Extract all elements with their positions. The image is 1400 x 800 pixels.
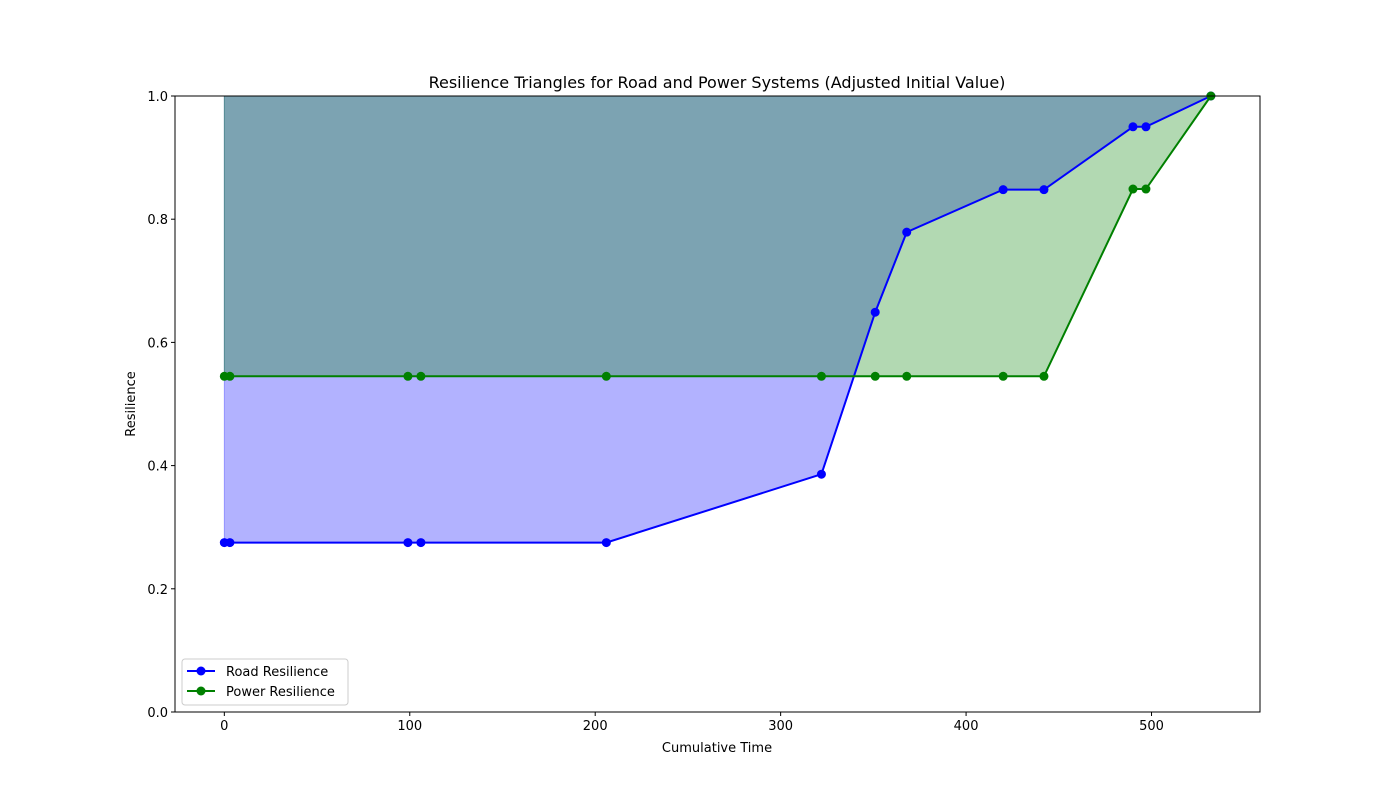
legend: Road Resilience Power Resilience bbox=[181, 658, 349, 706]
data-point-0-9 bbox=[1039, 185, 1049, 195]
data-point-1-1 bbox=[225, 371, 235, 381]
plot-frame bbox=[174, 95, 1261, 713]
data-point-0-5 bbox=[816, 469, 826, 479]
y-tick-label: 0.0 bbox=[147, 706, 168, 721]
data-point-1-8 bbox=[998, 371, 1008, 381]
data-point-1-3 bbox=[416, 371, 426, 381]
y-tick-label: 0.8 bbox=[147, 213, 168, 228]
y-axis-title: Resilience bbox=[124, 371, 139, 436]
legend-power-label: Power Resilience bbox=[226, 685, 335, 700]
chart-title: Resilience Triangles for Road and Power … bbox=[429, 73, 1006, 92]
data-point-1-9 bbox=[1039, 371, 1049, 381]
data-point-0-8 bbox=[998, 185, 1008, 195]
data-point-0-1 bbox=[225, 538, 235, 548]
data-point-1-4 bbox=[601, 371, 611, 381]
data-point-1-10 bbox=[1128, 184, 1138, 194]
data-point-1-11 bbox=[1141, 184, 1151, 194]
x-axis-title: Cumulative Time bbox=[662, 741, 772, 756]
y-tick-label: 0.2 bbox=[147, 583, 168, 598]
data-point-0-11 bbox=[1141, 122, 1151, 132]
data-point-0-7 bbox=[902, 227, 912, 237]
data-point-0-10 bbox=[1128, 122, 1138, 132]
data-point-1-6 bbox=[870, 371, 880, 381]
legend-road-marker bbox=[196, 666, 206, 676]
legend-road-label: Road Resilience bbox=[226, 665, 328, 680]
y-axis: 0.0 0.2 0.4 0.6 0.8 1.0 bbox=[147, 90, 175, 721]
data-point-0-6 bbox=[870, 307, 880, 317]
series-markers bbox=[219, 91, 1216, 548]
y-tick-label: 0.4 bbox=[147, 460, 168, 475]
data-point-1-2 bbox=[403, 371, 413, 381]
x-tick-label: 500 bbox=[1139, 719, 1164, 734]
legend-power-marker bbox=[196, 686, 206, 696]
data-point-0-3 bbox=[416, 538, 426, 548]
x-tick-label: 400 bbox=[954, 719, 979, 734]
x-tick-label: 100 bbox=[397, 719, 422, 734]
x-tick-label: 0 bbox=[220, 719, 228, 734]
data-point-0-4 bbox=[601, 538, 611, 548]
y-tick-label: 0.6 bbox=[147, 336, 168, 351]
x-tick-label: 200 bbox=[583, 719, 608, 734]
data-point-1-5 bbox=[816, 371, 826, 381]
data-point-0-2 bbox=[403, 538, 413, 548]
x-tick-label: 300 bbox=[768, 719, 793, 734]
x-axis: 0 100 200 300 400 500 bbox=[220, 712, 1164, 734]
data-point-1-7 bbox=[902, 371, 912, 381]
y-tick-label: 1.0 bbox=[147, 90, 168, 105]
legend-box bbox=[181, 658, 349, 706]
